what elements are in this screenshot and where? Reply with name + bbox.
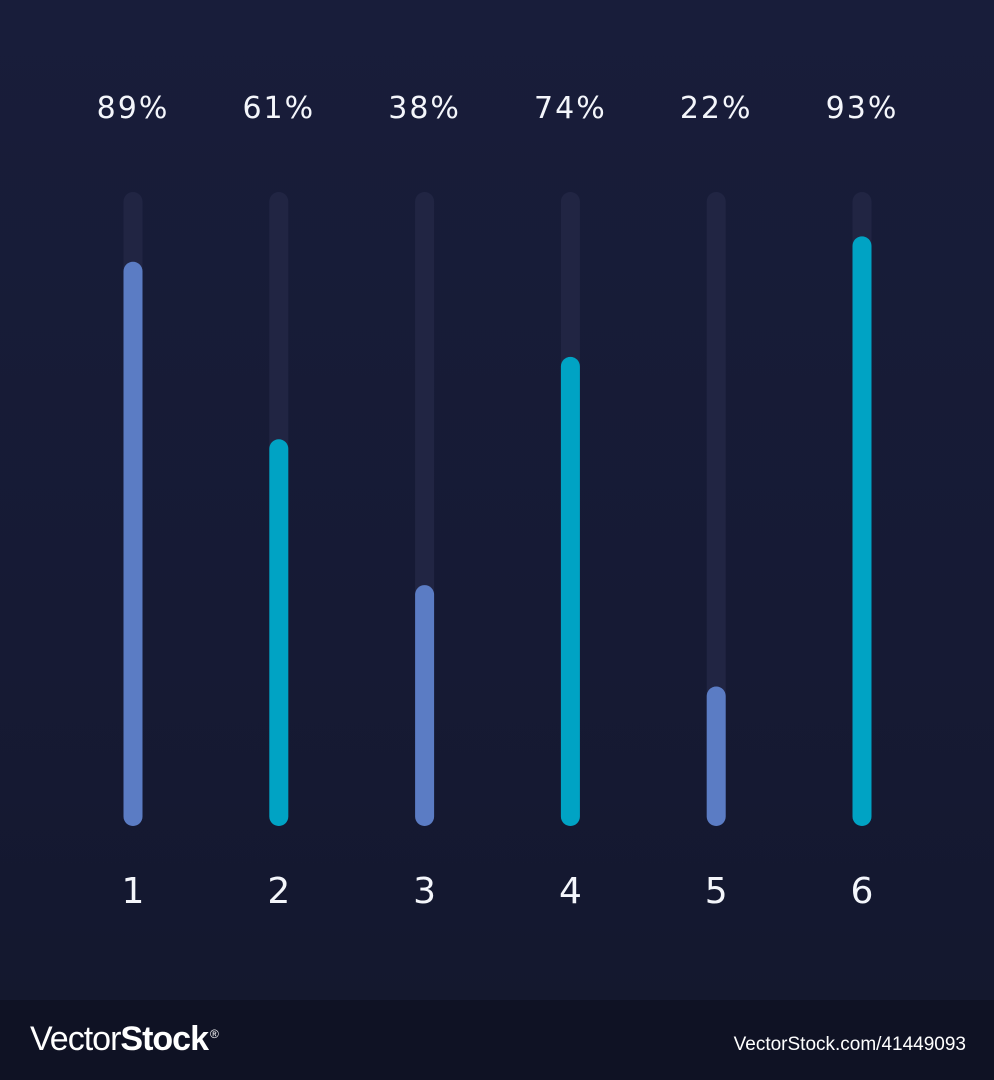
- bar-5: [706, 686, 726, 826]
- value-label-4: 74%: [534, 91, 607, 126]
- value-label-5: 22%: [680, 91, 753, 126]
- progress-bar-chart: 89% 1 61% 2 38% 3 74% 4 22% 5 93% 6: [97, 91, 899, 912]
- bar-3: [415, 585, 435, 826]
- value-label-2: 61%: [242, 91, 315, 126]
- value-label-3: 38%: [388, 91, 461, 126]
- bar-1: [123, 261, 143, 826]
- value-label-1: 89%: [97, 91, 170, 126]
- category-label-5: 5: [705, 871, 728, 912]
- category-label-3: 3: [413, 871, 436, 912]
- bar-track-5: [706, 192, 726, 826]
- vectorstock-logo: VectorStock ®: [30, 1020, 219, 1058]
- bar-4: [560, 356, 580, 826]
- image-id-label: VectorStock.com/41449093: [733, 1034, 966, 1055]
- category-label-2: 2: [267, 871, 290, 912]
- category-label-4: 4: [559, 871, 582, 912]
- bar-6: [852, 236, 872, 826]
- category-label-6: 6: [851, 871, 874, 912]
- value-label-6: 93%: [826, 91, 899, 126]
- bar-2: [269, 439, 289, 826]
- category-label-1: 1: [122, 871, 145, 912]
- watermark-footer: VectorStock ® VectorStock.com/41449093: [0, 1000, 994, 1080]
